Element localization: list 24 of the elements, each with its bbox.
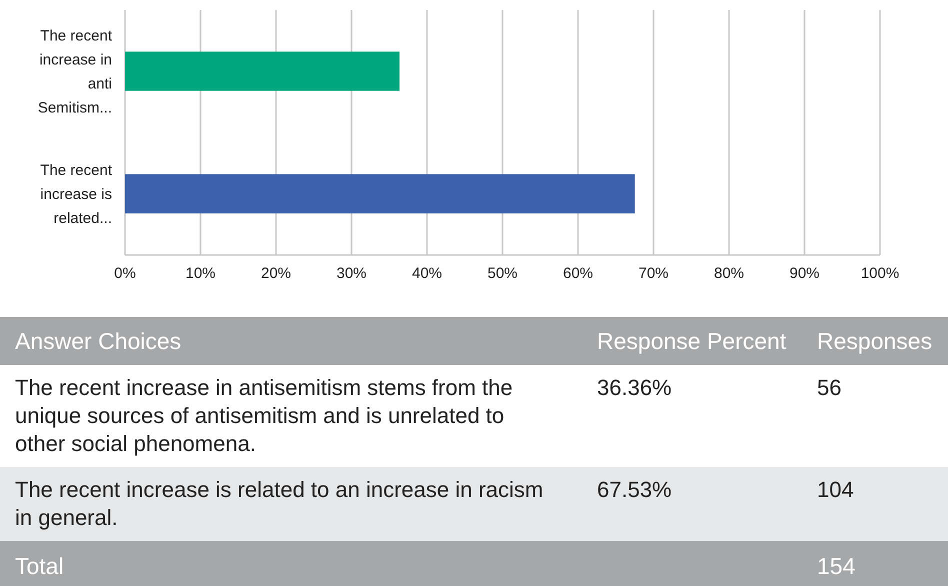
x-tick-label: 60% — [562, 265, 594, 282]
x-tick-label: 30% — [336, 265, 367, 282]
text: Responses — [817, 328, 932, 354]
x-tick-label: 70% — [638, 265, 669, 282]
x-tick-label: 50% — [487, 265, 518, 282]
text: Response Percent — [597, 328, 787, 354]
text: Answer Choices — [15, 328, 182, 354]
text: 104 — [817, 477, 854, 502]
text: 154 — [817, 553, 856, 579]
text: 67.53% — [597, 477, 672, 502]
y-tick-label: The recent increase in anti Semitism... — [38, 27, 113, 116]
x-tick-label: 90% — [789, 265, 820, 282]
x-tick-label: 0% — [114, 265, 136, 282]
text: Total — [15, 553, 64, 579]
x-tick-label: 80% — [714, 265, 744, 282]
x-tick-label: 100% — [860, 265, 900, 282]
x-tick-label: 10% — [185, 265, 216, 282]
text: The recent increase is related to an increase in racism in general. — [15, 477, 544, 530]
text: 36.36% — [597, 375, 672, 400]
x-tick-label: 40% — [412, 265, 442, 282]
text: 56 — [817, 375, 842, 400]
y-tick-label: The recent increase is related... — [40, 162, 113, 227]
text: The recent increase in antisemitism stems from the unique sources of antisemitism and is unrelated to other social phenomena. — [15, 375, 513, 456]
x-tick-label: 20% — [260, 265, 292, 282]
